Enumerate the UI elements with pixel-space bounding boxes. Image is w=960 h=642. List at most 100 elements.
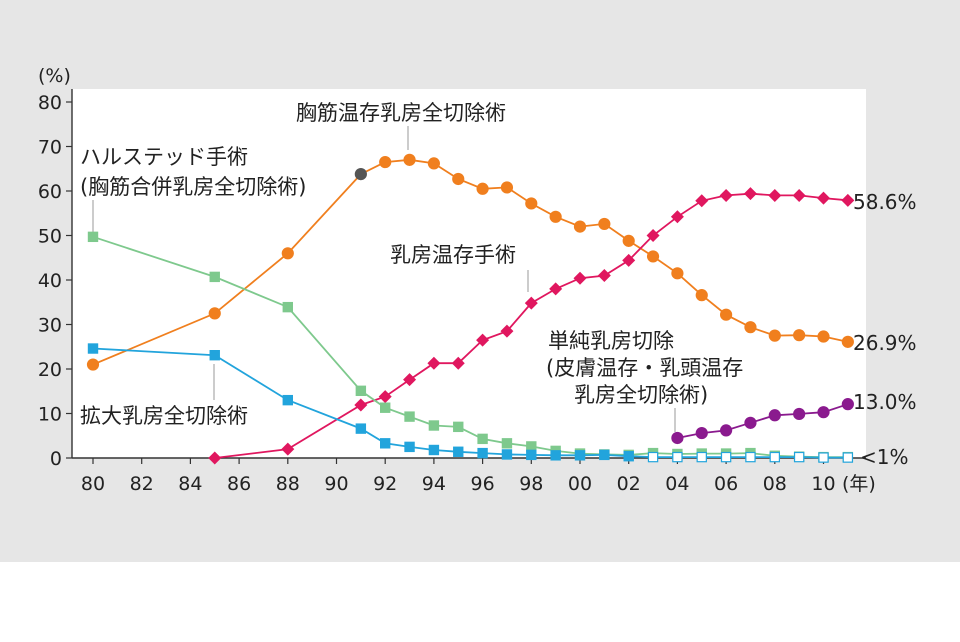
data-point-halsted: [355, 385, 367, 397]
data-point-halsted: [209, 271, 220, 283]
data-point-extended: [453, 446, 464, 457]
x-tick-label: 96: [471, 473, 495, 495]
data-point-pectoral: [208, 307, 221, 320]
data-point-conserving: [354, 398, 368, 412]
data-point-pectoral: [841, 335, 854, 348]
label-extended: 拡大乳房全切除術: [80, 404, 248, 428]
data-point-simple: [744, 416, 757, 429]
data-point-conserving: [597, 269, 611, 283]
data-point-extended: [380, 438, 391, 449]
data-point-halsted: [526, 441, 537, 452]
data-point-pectoral: [403, 153, 416, 166]
y-tick-label: 50: [38, 226, 62, 248]
data-point-pectoral: [646, 250, 660, 263]
data-point-conserving: [208, 451, 222, 465]
data-point-extended: [672, 451, 683, 463]
data-point-conserving: [695, 194, 709, 208]
data-point-conserving: [817, 191, 830, 205]
x-axis-label: (年): [842, 473, 876, 495]
data-point-pectoral: [719, 308, 733, 321]
data-point-extended: [404, 441, 415, 453]
data-point-conserving: [670, 210, 684, 224]
label-simple-line2: (皮膚温存・乳頭温存: [546, 356, 743, 380]
data-point-halsted: [87, 231, 99, 243]
label-halsted-line2: (胸筋合併乳房全切除術): [80, 175, 306, 199]
label-simple-line1: 単純乳房切除: [548, 329, 674, 353]
data-point-conserving: [403, 373, 417, 387]
data-point-extended: [599, 449, 610, 461]
data-point-extended: [428, 444, 440, 456]
data-point-pectoral: [573, 220, 587, 233]
label-halsted-line1: ハルステッド手術: [80, 145, 248, 169]
data-point-conserving: [451, 356, 465, 370]
data-point-conserving: [646, 229, 660, 242]
data-point-pectoral: [671, 267, 684, 280]
data-point-pectoral: [379, 155, 392, 169]
data-point-simple: [841, 398, 854, 411]
label-conserving: 乳房温存手術: [390, 243, 516, 267]
data-point-pectoral: [86, 358, 100, 371]
x-tick-label: 04: [665, 473, 689, 495]
y-tick-label: 20: [38, 359, 62, 381]
data-point-pectoral: [817, 330, 830, 343]
data-point-pectoral: [476, 182, 489, 195]
line-chart: 0 10 20 30 40 50 60 70 80 80 82 84 86 88 90 92 94 96 98 00 0…: [38, 65, 917, 495]
data-point-conserving: [427, 356, 441, 370]
data-point-simple: [719, 424, 733, 437]
data-point-conserving: [281, 442, 295, 456]
end-label-lt1: <1%: [860, 445, 909, 469]
end-label-pectoral: 26.9%: [853, 331, 917, 355]
data-point-extended: [550, 450, 561, 461]
data-point-extended: [769, 451, 781, 463]
data-point-extended: [842, 452, 854, 463]
data-point-pectoral: [549, 210, 562, 223]
data-point-extended: [745, 451, 756, 463]
data-point-extended: [477, 447, 488, 459]
leader-lines: [92, 126, 676, 432]
series-simple: [671, 398, 854, 445]
x-tick-label: 94: [422, 473, 446, 495]
y-tick-label: 10: [38, 404, 62, 426]
data-point-simple: [695, 426, 708, 440]
data-point-conserving: [524, 296, 538, 310]
y-tick-label: 30: [38, 315, 62, 337]
y-axis-label: (%): [38, 65, 71, 87]
series-layer: [86, 153, 855, 465]
data-point-extended: [574, 450, 586, 461]
end-label-conserving: 58.6%: [853, 190, 917, 214]
data-point-extended: [720, 451, 732, 463]
y-tick-label: 0: [50, 448, 62, 470]
data-point-extended: [696, 451, 707, 463]
data-point-extended: [793, 451, 805, 463]
data-point-extended: [818, 452, 829, 463]
data-point-pectoral: [744, 321, 757, 334]
data-point-halsted: [453, 421, 464, 433]
x-tick-label: 90: [324, 473, 348, 495]
data-point-conserving: [549, 282, 563, 296]
data-point-pectoral: [427, 157, 440, 170]
data-point-halsted: [282, 301, 294, 313]
data-point-extended: [282, 394, 294, 406]
data-point-conserving: [573, 271, 587, 285]
series-pectoral: [86, 153, 854, 371]
series-extended: [87, 343, 854, 463]
data-point-extended: [355, 423, 367, 434]
data-point-pectoral: [281, 247, 294, 260]
data-point-halsted: [380, 402, 391, 413]
x-tick-label: 98: [519, 473, 543, 495]
data-point-conserving: [743, 187, 757, 201]
data-point-simple: [817, 406, 830, 419]
data-point-simple: [768, 409, 781, 422]
data-point-conserving: [841, 193, 855, 207]
x-tick-label: 84: [178, 473, 202, 495]
data-point-extended: [526, 449, 537, 461]
data-point-conserving: [622, 253, 636, 267]
label-pectoral: 胸筋温存乳房全切除術: [296, 101, 506, 125]
data-point-conserving: [500, 324, 514, 338]
data-point-pectoral: [598, 217, 611, 231]
data-point-pectoral: [525, 197, 538, 210]
data-point-simple: [793, 407, 806, 421]
x-tick-label: 80: [81, 473, 105, 495]
data-point-pectoral: [500, 181, 514, 194]
data-point-extended: [501, 449, 513, 460]
